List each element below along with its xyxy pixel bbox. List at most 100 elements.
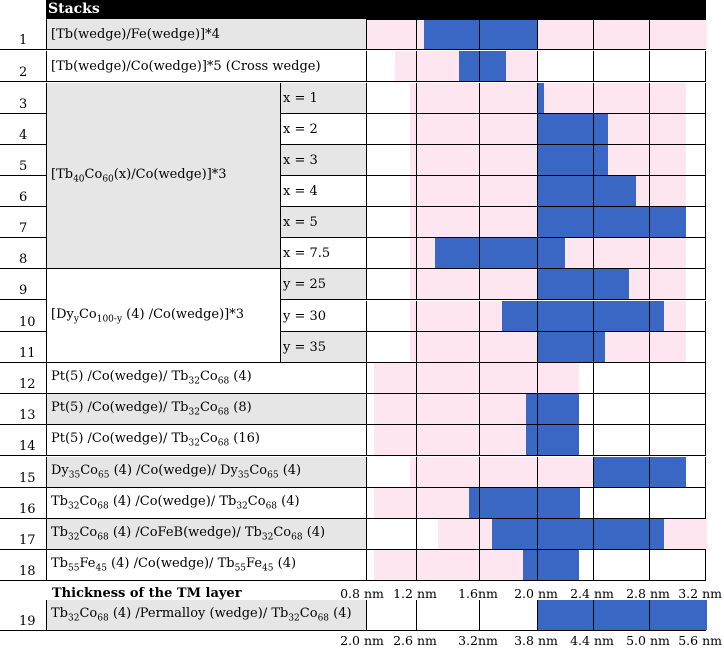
- grid-line: [416, 488, 417, 518]
- grid-line: [537, 488, 538, 518]
- grid-line: [649, 332, 650, 362]
- thickness-bar-cell: [366, 550, 706, 581]
- grid-line: [649, 238, 650, 268]
- grid-line: [593, 332, 594, 362]
- grid-line: [537, 425, 538, 455]
- grid-line: [649, 394, 650, 424]
- row-number: 18: [0, 550, 46, 581]
- grid-line: [649, 114, 650, 144]
- grid-line: [416, 425, 417, 455]
- grid-line: [537, 332, 538, 362]
- variant-label: y = 35: [281, 332, 366, 363]
- thickness-bar-cell: [366, 269, 706, 300]
- thickness-bar-cell: [366, 488, 706, 519]
- grid-line: [416, 332, 417, 362]
- grid-line: [649, 269, 650, 299]
- thickness-bar-cell: [366, 332, 706, 363]
- grid-line: [593, 51, 594, 81]
- grid-line: [416, 83, 417, 113]
- variant-label: x = 2: [281, 114, 366, 145]
- grid-line: [593, 488, 594, 518]
- grid-line: [416, 114, 417, 144]
- grid-line: [416, 301, 417, 331]
- stack-label: [Tb(wedge)/Fe(wedge)]*4: [46, 19, 366, 50]
- grid-line: [479, 301, 480, 331]
- variant-label: x = 7.5: [281, 238, 366, 269]
- grid-line: [593, 176, 594, 206]
- grid-line: [593, 301, 594, 331]
- grid-line: [649, 550, 650, 580]
- grid-line: [593, 83, 594, 113]
- grid-line: [537, 145, 538, 175]
- axis-title: Thickness of the TM layer: [52, 586, 242, 601]
- grid-line: [593, 238, 594, 268]
- grid-line: [416, 519, 417, 549]
- grid-line: [416, 238, 417, 268]
- grid-line: [649, 457, 650, 487]
- pma-range-bar: [409, 83, 686, 113]
- variant-label: x = 3: [281, 145, 366, 176]
- axis-tick-top: 1.6nm: [458, 586, 498, 601]
- grid-line: [479, 332, 480, 362]
- variant-label: x = 4: [281, 176, 366, 207]
- grid-line: [537, 363, 538, 393]
- pma-range-bar: [409, 457, 594, 487]
- switching-range-bar: [459, 51, 506, 81]
- variant-label: y = 25: [281, 269, 366, 300]
- row-number: 4: [0, 114, 46, 145]
- grid-line: [416, 20, 417, 49]
- switching-range-bar: [537, 269, 630, 299]
- switching-range-bar: [537, 145, 608, 175]
- grid-line: [479, 20, 480, 49]
- row-number: 19: [0, 600, 46, 631]
- switching-range-bar: [525, 394, 580, 424]
- switching-range-bar: [537, 176, 637, 206]
- grid-line: [593, 114, 594, 144]
- grid-line: [537, 600, 538, 630]
- row-number: 14: [0, 425, 46, 456]
- axis-tick-top: 2.8 nm: [626, 586, 670, 601]
- switching-range-bar: [537, 83, 545, 113]
- axis-tick-bottom: 4.4 nm: [570, 633, 614, 648]
- grid-line: [649, 20, 650, 49]
- stack-label: Dy35Co65 (4) /Co(wedge)/ Dy35Co65 (4): [46, 457, 366, 488]
- switching-range-bar: [491, 519, 665, 549]
- switching-range-bar: [537, 114, 608, 144]
- row-number: 7: [0, 207, 46, 238]
- grid-line: [593, 550, 594, 580]
- grid-line: [593, 425, 594, 455]
- axis-tick-bottom: 3.2nm: [458, 633, 498, 648]
- grid-line: [416, 363, 417, 393]
- grid-line: [593, 394, 594, 424]
- thickness-bar-cell: [366, 207, 706, 238]
- grid-line: [649, 488, 650, 518]
- row-number: 16: [0, 488, 46, 519]
- grid-line: [479, 176, 480, 206]
- grid-line: [479, 207, 480, 237]
- row-number: 13: [0, 394, 46, 425]
- row-number: 9: [0, 269, 46, 300]
- thickness-bar-cell: [366, 457, 706, 488]
- switching-range-bar: [501, 301, 665, 331]
- stack-label: Tb32Co68 (4) /Permalloy (wedge)/ Tb32Co6…: [46, 600, 366, 631]
- grid-line: [593, 269, 594, 299]
- thickness-bar-cell: [366, 51, 706, 82]
- grid-line: [593, 457, 594, 487]
- switching-range-bar: [522, 550, 580, 580]
- grid-line: [479, 488, 480, 518]
- row-number: 8: [0, 238, 46, 269]
- thickness-bar-cell: [366, 83, 706, 114]
- grid-line: [479, 51, 480, 81]
- grid-line: [649, 145, 650, 175]
- switching-range-bar: [435, 238, 566, 268]
- grid-line: [649, 207, 650, 237]
- thickness-bar-cell: [366, 394, 706, 425]
- grid-line: [479, 600, 480, 630]
- grid-line: [649, 51, 650, 81]
- header-title: Stacks: [48, 1, 100, 17]
- grid-line: [416, 457, 417, 487]
- switching-range-bar: [423, 20, 537, 49]
- grid-line: [593, 145, 594, 175]
- grid-line: [649, 301, 650, 331]
- variant-label: x = 1: [281, 83, 366, 114]
